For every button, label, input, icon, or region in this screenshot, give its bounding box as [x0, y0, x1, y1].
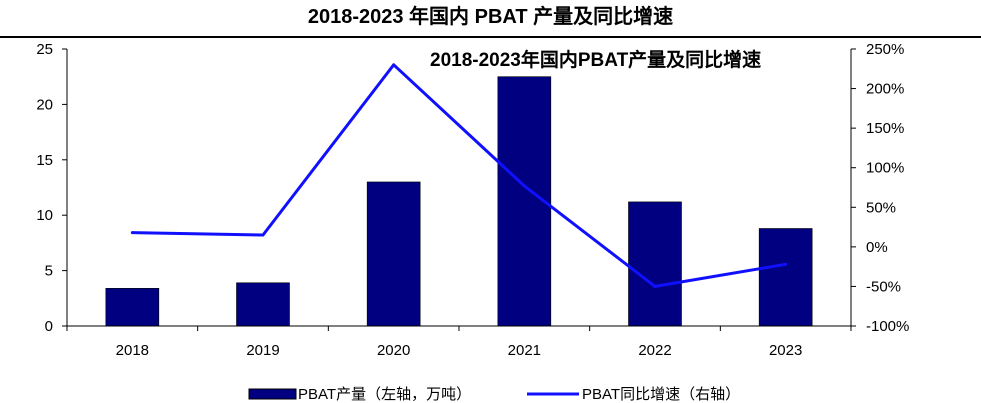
- left-axis-tick-label: 25: [36, 41, 53, 58]
- growth-point-2021: [522, 184, 526, 188]
- left-axis-tick-label: 10: [36, 207, 53, 224]
- left-axis-tick-label: 0: [45, 318, 53, 335]
- right-axis-tick-label: 0%: [866, 239, 888, 256]
- x-axis-tick-label: 2019: [246, 342, 279, 359]
- legend: PBAT产量（左轴，万吨） PBAT同比增速（右轴）: [248, 386, 740, 403]
- axis-labels: 0 5 10 15 20 25 -100% -50% 0% 50% 100% 150% 200% 250%…: [36, 41, 909, 359]
- x-axis-tick-label: 2022: [638, 342, 671, 359]
- legend-label-production: PBAT产量（左轴，万吨）: [298, 386, 471, 403]
- x-axis-tick-label: 2020: [377, 342, 410, 359]
- right-axis-tick-label: 250%: [866, 41, 904, 58]
- right-axis-tick-label: -100%: [866, 318, 909, 335]
- legend-label-growth: PBAT同比增速（右轴）: [582, 386, 740, 403]
- growth-point-2023: [784, 262, 788, 266]
- left-axis-tick-label: 5: [45, 263, 53, 280]
- page-title: 2018-2023 年国内 PBAT 产量及同比增速: [307, 6, 674, 28]
- chart-title: 2018-2023年国内PBAT产量及同比增速: [430, 48, 761, 71]
- right-axis-tick-label: 150%: [866, 120, 904, 137]
- bar-2022: [628, 201, 682, 327]
- legend-swatch-production: [248, 388, 297, 400]
- growth-point-2022: [653, 284, 657, 288]
- left-axis-tick-label: 15: [36, 152, 53, 169]
- bar-2023: [758, 228, 813, 327]
- growth-line: [132, 63, 786, 288]
- x-axis-tick-label: 2021: [508, 342, 541, 359]
- bar-2020: [366, 181, 421, 327]
- bar-2018: [105, 288, 160, 327]
- title-divider: [0, 36, 981, 38]
- right-axis-tick-label: -50%: [866, 278, 901, 295]
- right-axis-tick-label: 50%: [866, 199, 896, 216]
- growth-point-2020: [392, 63, 396, 67]
- growth-point-2019: [261, 233, 265, 237]
- axes: [62, 48, 856, 331]
- growth-point-2018: [130, 231, 134, 235]
- x-axis-tick-label: 2018: [116, 342, 149, 359]
- right-axis-tick-label: 200%: [866, 81, 904, 98]
- x-axis-tick-label: 2023: [769, 342, 802, 359]
- right-axis-tick-label: 100%: [866, 160, 904, 177]
- line-series-growth: [130, 63, 788, 288]
- bar-2019: [236, 282, 290, 327]
- bar-series-production: [105, 76, 813, 327]
- left-axis-tick-label: 20: [36, 96, 53, 113]
